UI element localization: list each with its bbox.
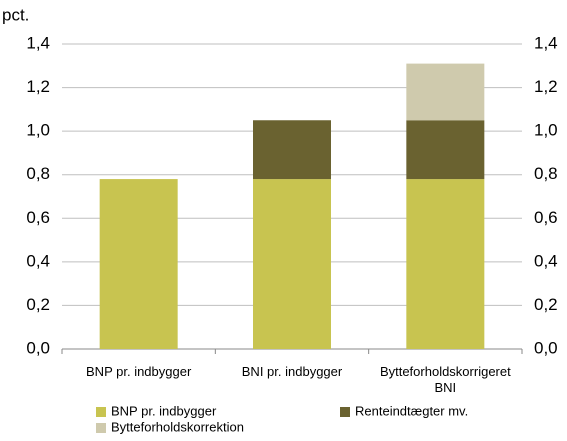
bar-segment xyxy=(253,120,331,180)
legend-swatch xyxy=(96,423,106,433)
y2-tick-label: 0,0 xyxy=(534,338,558,357)
x-tick-label: Bytteforholdskorrigeret BNI xyxy=(379,364,511,395)
y-tick-label: 0,0 xyxy=(26,338,50,357)
y2-tick-label: 1,0 xyxy=(534,121,558,140)
x-tick-label: BNP pr. indbygger xyxy=(86,364,192,379)
bar-segment xyxy=(99,179,178,349)
y2-tick-label: 0,2 xyxy=(534,295,558,314)
y-tick-label: 1,2 xyxy=(26,77,50,96)
y-tick-label: 1,0 xyxy=(26,121,50,140)
legend-label: Renteindtægter mv. xyxy=(355,403,468,418)
bar-segment xyxy=(406,120,485,180)
y-tick-label: 0,4 xyxy=(26,251,50,270)
legend-swatch xyxy=(96,407,106,417)
bar-segment xyxy=(253,179,331,349)
legend-swatch xyxy=(340,407,350,417)
y-tick-label: 0,6 xyxy=(26,208,50,227)
legend-label: Bytteforholdskorrektion xyxy=(111,419,244,434)
y2-tick-label: 0,6 xyxy=(534,208,558,227)
bar-segment xyxy=(406,179,485,349)
bar-segment xyxy=(406,63,485,121)
y-axis-unit: pct. xyxy=(2,5,29,24)
legend-label: BNP pr. indbygger xyxy=(111,403,217,418)
y2-tick-label: 1,4 xyxy=(534,33,558,52)
y2-tick-label: 0,8 xyxy=(534,164,558,183)
y-tick-label: 1,4 xyxy=(26,33,50,52)
y2-tick-label: 1,2 xyxy=(534,77,558,96)
y-tick-label: 0,8 xyxy=(26,164,50,183)
y2-tick-label: 0,4 xyxy=(534,251,558,270)
x-tick-label: BNI pr. indbygger xyxy=(241,364,343,379)
y-tick-label: 0,2 xyxy=(26,295,50,314)
